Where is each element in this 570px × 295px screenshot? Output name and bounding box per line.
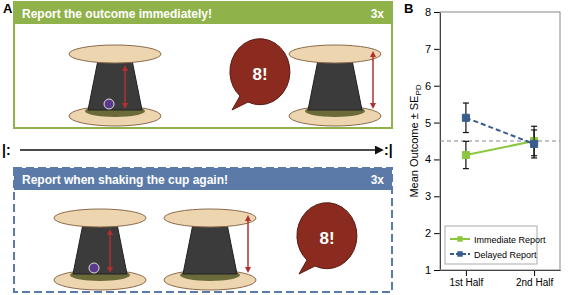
- legend: Immediate Report Delayed Report: [445, 226, 546, 264]
- error-cap: [531, 129, 537, 130]
- shake-arrow: [372, 54, 374, 106]
- tick-label: 3: [425, 190, 431, 202]
- instruction: Report when shaking the cup again!: [22, 173, 228, 187]
- plot-area: [440, 103, 560, 169]
- shake-arrow: [247, 218, 249, 270]
- legend-label: Delayed Report: [474, 250, 537, 260]
- repeat: 3x: [371, 7, 385, 21]
- time-arrow: [20, 149, 382, 151]
- legend-marker: [457, 251, 462, 256]
- cup-illustration: [164, 209, 256, 290]
- tick-mark: [534, 270, 535, 276]
- plot-frame: [440, 12, 560, 270]
- cup: [73, 224, 127, 274]
- tick-label: 2: [425, 227, 431, 239]
- shake-arrow: [124, 68, 126, 106]
- tick: 7: [425, 43, 440, 55]
- cup-illustration: [54, 209, 146, 290]
- box-header: [14, 2, 392, 24]
- speech-text: 8!: [319, 229, 334, 248]
- tick-label: 8: [425, 6, 431, 18]
- tick: 8: [425, 6, 440, 18]
- tick: 4: [425, 153, 440, 165]
- hand: [289, 45, 381, 63]
- error-cap: [531, 157, 537, 158]
- tick-mark: [434, 123, 440, 124]
- tick-mark: [434, 233, 440, 234]
- tick-label: 2nd Half: [516, 277, 553, 288]
- error-cap: [463, 141, 469, 142]
- cup: [308, 60, 362, 110]
- speech-text: 8!: [252, 65, 267, 84]
- legend-box: [445, 226, 537, 264]
- cup-illustration: [69, 45, 161, 126]
- hand: [54, 209, 146, 227]
- reference-line: [440, 141, 560, 142]
- legend-label: Immediate Report: [474, 235, 546, 245]
- tick-label: 7: [425, 43, 431, 55]
- tick-label: 1: [425, 264, 431, 276]
- marker: [531, 140, 538, 147]
- cup: [88, 60, 142, 110]
- tick: 2: [425, 227, 440, 239]
- marker: [462, 151, 469, 158]
- panel-label: B: [404, 1, 413, 16]
- error-cap: [531, 126, 537, 127]
- tick-label: 6: [425, 80, 431, 92]
- cup-illustration: [289, 45, 381, 126]
- tick-mark: [466, 270, 467, 276]
- hand: [69, 45, 161, 63]
- x-axis: 1st Half 2nd Half: [441, 270, 561, 288]
- series-line: [466, 141, 534, 155]
- box-header: [14, 168, 392, 190]
- tick-mark: [434, 12, 440, 13]
- tick-label: 5: [425, 117, 431, 129]
- shake-arrow: [109, 232, 111, 270]
- panel-label: A: [3, 1, 13, 16]
- y-axis-title-sub: PD: [414, 84, 423, 95]
- tick: 2nd Half: [516, 270, 553, 288]
- die: [89, 263, 99, 273]
- die: [104, 99, 114, 109]
- tick: 3: [425, 190, 440, 202]
- tick-mark: [434, 159, 440, 160]
- tick: 1: [425, 264, 440, 276]
- speech-bubble: [230, 39, 290, 110]
- box: [14, 2, 392, 128]
- tick-mark: [434, 49, 440, 50]
- hand: [164, 209, 256, 227]
- marker: [462, 114, 469, 121]
- tick: 1st Half: [449, 270, 483, 288]
- repeat: 3x: [371, 173, 385, 187]
- tick-label: 1st Half: [449, 277, 483, 288]
- error-cap: [463, 168, 469, 169]
- repeat-start: |:: [2, 142, 11, 158]
- y-axis: 1 2 3 4 5 6 7 8: [425, 6, 441, 276]
- legend-marker: [457, 236, 462, 241]
- tick: 6: [425, 80, 440, 92]
- tick: 5: [425, 117, 440, 129]
- y-axis-title: Mean Outcome ± SEPD: [408, 84, 423, 197]
- tick-mark: [434, 196, 440, 197]
- instruction: Report the outcome immediately!: [22, 7, 212, 21]
- series-line: [466, 118, 534, 144]
- repeat-end: :|: [384, 142, 393, 158]
- speech-bubble: [297, 203, 357, 274]
- error-cap: [463, 102, 469, 103]
- error-cap: [463, 132, 469, 133]
- tick-label: 4: [425, 153, 431, 165]
- cup: [183, 224, 237, 274]
- tick-mark: [434, 86, 440, 87]
- tick-mark: [434, 270, 440, 271]
- box: [14, 168, 392, 292]
